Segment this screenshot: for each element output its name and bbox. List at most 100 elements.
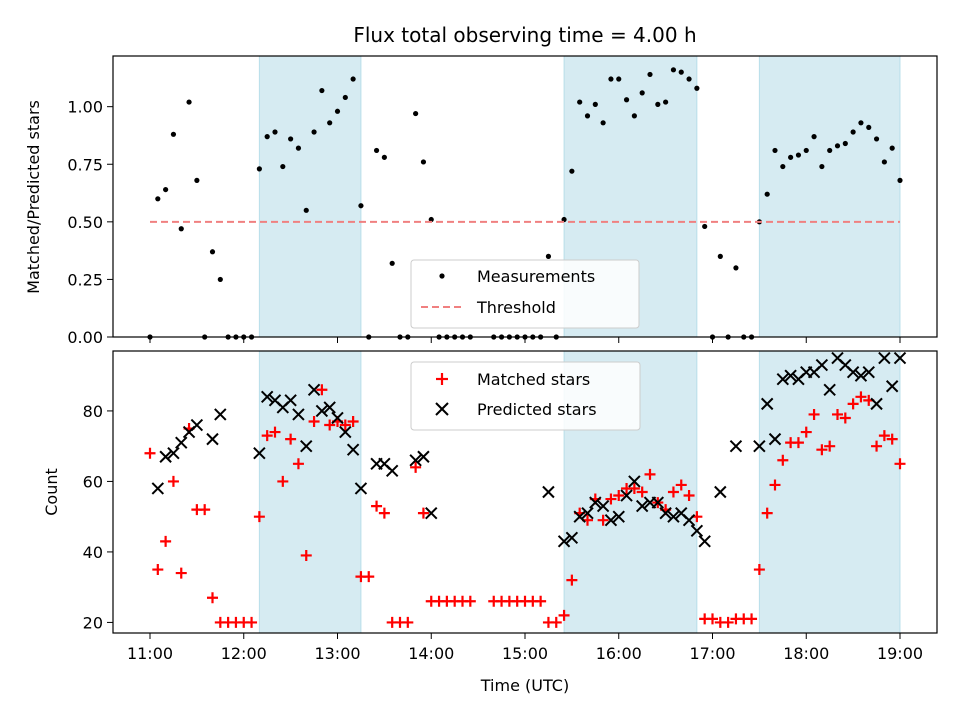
measurements-point bbox=[272, 129, 278, 135]
top-panel: 0.00 0.25 0.50 0.75 1.00 Matched/Predicted s… bbox=[24, 55, 938, 347]
measurements-point bbox=[616, 76, 622, 82]
measurements-point bbox=[686, 76, 692, 82]
matched-stars-point bbox=[832, 408, 843, 420]
top-legend-box bbox=[410, 259, 640, 329]
matched-stars-point bbox=[253, 511, 265, 523]
bottom-y-tick-label: 40 bbox=[83, 543, 103, 562]
matched-stars-point bbox=[300, 549, 312, 561]
predicted-stars-point bbox=[253, 447, 266, 460]
predicted-stars-point bbox=[573, 510, 586, 523]
matched-stars-point bbox=[207, 592, 218, 604]
matched-stars-point bbox=[761, 507, 773, 519]
bottom-x-tick-label: 12:00 bbox=[221, 644, 267, 663]
top-y-tick-label: 0.75 bbox=[67, 155, 103, 174]
top-y-tick-label: 1.00 bbox=[67, 98, 103, 117]
matched-stars-point bbox=[644, 468, 656, 480]
matched-stars-point bbox=[316, 384, 328, 396]
measurements-point bbox=[319, 87, 325, 94]
bottom-x-tick-label: 18:00 bbox=[783, 644, 829, 663]
measurements-point bbox=[577, 99, 583, 105]
matched-stars-point bbox=[167, 475, 179, 487]
predicted-stars-point bbox=[292, 408, 305, 421]
bottom-plot-frame bbox=[112, 350, 938, 634]
matched-stars-point bbox=[871, 440, 883, 452]
top-legend: Measurements Threshold bbox=[410, 259, 640, 329]
matched-stars-point bbox=[605, 493, 617, 505]
measurements-point bbox=[663, 99, 669, 105]
measurements-point bbox=[155, 196, 161, 202]
measurements-point bbox=[873, 136, 880, 142]
predicted-stars-point bbox=[846, 365, 860, 379]
bottom-panel: 20 40 60 80 11:00 12:00 13:00 14:00 15:00 16:00 17… bbox=[42, 350, 938, 695]
measurements-point bbox=[170, 131, 177, 137]
predicted-stars-point bbox=[682, 513, 696, 527]
predicted-stars-point bbox=[753, 439, 766, 453]
top-shaded-interval bbox=[258, 55, 362, 338]
matched-stars-point bbox=[339, 419, 351, 431]
predicted-stars-point bbox=[620, 489, 633, 502]
bottom-x-tick-label: 11:00 bbox=[127, 644, 173, 663]
bottom-shaded-interval bbox=[758, 350, 901, 634]
bottom-y-tick-label: 80 bbox=[83, 402, 103, 421]
predicted-stars-point bbox=[870, 397, 883, 411]
predicted-stars-point bbox=[425, 506, 438, 520]
matched-stars-point bbox=[753, 564, 765, 576]
measurements-point bbox=[358, 203, 364, 209]
predicted-stars-point bbox=[385, 464, 399, 478]
measurements-point bbox=[186, 99, 192, 105]
chart-title: Flux total observing time = 4.00 h bbox=[353, 23, 696, 47]
predicted-stars-point bbox=[823, 383, 836, 396]
matched-stars-point bbox=[199, 504, 211, 516]
measurements-point bbox=[623, 97, 630, 103]
measurements-point bbox=[678, 69, 684, 75]
matched-stars-point bbox=[152, 564, 164, 576]
matched-stars-point bbox=[535, 595, 547, 607]
matched-stars-point bbox=[566, 574, 578, 586]
top-plot-marks bbox=[147, 67, 903, 340]
predicted-stars-point bbox=[589, 496, 602, 509]
top-plot-frame bbox=[112, 55, 938, 338]
bottom-plot-marks bbox=[144, 351, 907, 628]
predicted-stars-point bbox=[784, 369, 797, 382]
matched-stars-point bbox=[824, 440, 836, 452]
measurements-point bbox=[303, 207, 309, 213]
matched-stars-point bbox=[746, 613, 758, 625]
matched-stars-point bbox=[363, 571, 375, 583]
measurements-point bbox=[217, 276, 223, 283]
measurements-point bbox=[561, 216, 567, 223]
measurements-point bbox=[280, 163, 286, 170]
predicted-stars-point bbox=[893, 351, 907, 365]
predicted-stars-point bbox=[315, 404, 329, 418]
matched-stars-point bbox=[464, 595, 476, 607]
matched-stars-point bbox=[683, 490, 695, 502]
measurements-point bbox=[420, 159, 427, 165]
measurements-point bbox=[373, 147, 380, 154]
matched-stars-point bbox=[816, 444, 828, 456]
matched-stars-point bbox=[246, 616, 258, 628]
predicted-stars-point bbox=[167, 447, 180, 460]
bottom-legend: Matched stars Predicted stars bbox=[410, 361, 641, 431]
matched-stars-point bbox=[597, 514, 609, 526]
measurements-point bbox=[834, 143, 841, 149]
predicted-stars-point bbox=[175, 436, 188, 449]
measurements-point bbox=[897, 177, 903, 183]
matched-stars-point bbox=[808, 408, 820, 420]
predicted-stars-point bbox=[190, 418, 204, 432]
predicted-stars-point bbox=[346, 443, 360, 456]
measurements-point bbox=[811, 134, 817, 140]
bottom-x-tick-label: 17:00 bbox=[689, 644, 735, 663]
bottom-y-tick-label: 60 bbox=[83, 472, 103, 491]
bottom-y-tick-label: 20 bbox=[83, 613, 103, 632]
predicted-stars-point bbox=[862, 365, 875, 379]
bottom-x-tick-label: 13:00 bbox=[314, 644, 360, 663]
matched-stars-point bbox=[675, 479, 687, 491]
measurements-point bbox=[702, 223, 708, 230]
bottom-x-axis-label: Time (UTC) bbox=[480, 676, 569, 695]
predicted-stars-point bbox=[596, 499, 610, 513]
matched-stars-point bbox=[769, 479, 781, 491]
legend-measurements-label: Measurements bbox=[477, 267, 595, 286]
predicted-stars-point bbox=[417, 450, 430, 463]
matched-stars-point bbox=[855, 391, 867, 403]
predicted-stars-point bbox=[768, 432, 782, 446]
predicted-stars-point bbox=[581, 506, 594, 520]
